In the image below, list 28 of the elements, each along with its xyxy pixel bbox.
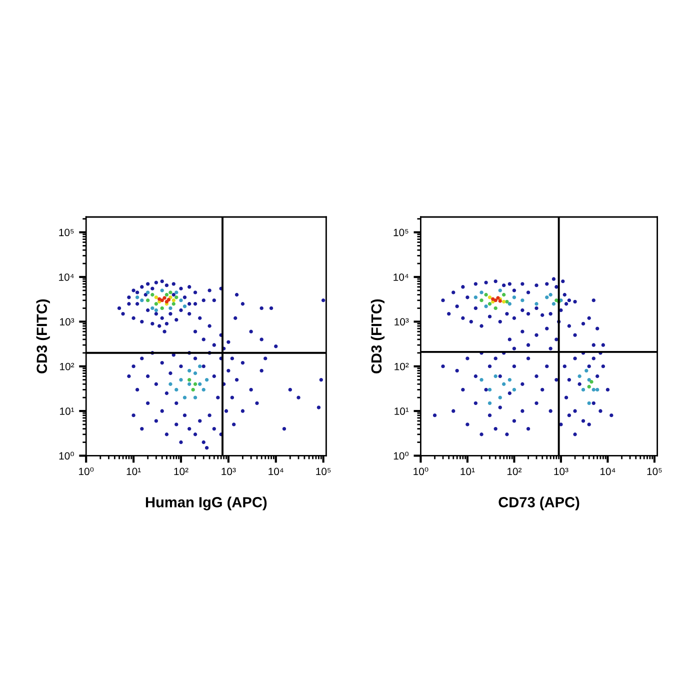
y-axis-title: CD3 (FITC)	[370, 299, 384, 374]
x-tick-label: 10³	[222, 468, 236, 476]
y-tick-label: 10⁰	[59, 452, 74, 460]
y-tick-label: 10⁵	[59, 228, 74, 236]
x-tick-label: 10⁰	[79, 467, 94, 476]
x-tick-label: 10¹	[126, 468, 141, 476]
x-tick-label: 10²	[507, 468, 522, 476]
y-tick-label: 10⁴	[394, 273, 408, 281]
y-tick-label: 10¹	[60, 408, 74, 415]
x-tick-label: 10⁰	[414, 467, 428, 476]
x-tick-label: 10⁴	[600, 468, 616, 476]
x-tick-label: 10⁵	[316, 468, 331, 476]
y-tick-label: 10³	[394, 318, 409, 326]
y-tick-label: 10²	[60, 362, 74, 370]
x-tick-label: 10⁵	[647, 468, 662, 476]
x-axis-title: Human IgG (APC)	[146, 496, 267, 510]
y-tick-label: 10²	[394, 362, 409, 370]
x-tick-label: 10⁴	[268, 468, 284, 476]
y-tick-label: 10¹	[394, 408, 409, 415]
y-axis-title: CD3 (FITC)	[36, 299, 50, 374]
x-tick-label: 10³	[554, 468, 568, 476]
x-axis-title: CD73 (APC)	[498, 496, 580, 510]
y-tick-label: 10⁰	[394, 452, 409, 460]
x-tick-label: 10²	[174, 468, 188, 476]
y-tick-label: 10³	[60, 318, 74, 326]
y-tick-label: 10⁵	[394, 228, 408, 236]
x-tick-label: 10¹	[460, 468, 475, 476]
y-tick-label: 10⁴	[59, 273, 74, 281]
